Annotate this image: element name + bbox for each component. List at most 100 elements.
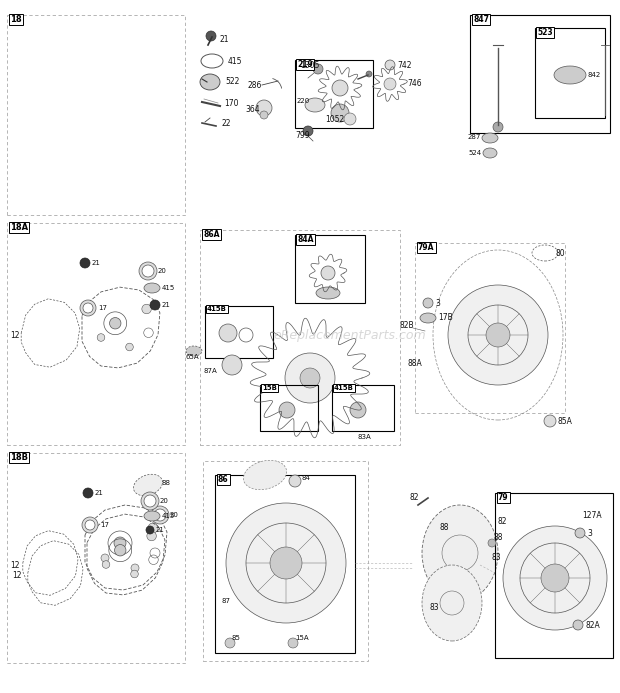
Ellipse shape	[422, 565, 482, 641]
Ellipse shape	[244, 460, 286, 490]
Circle shape	[279, 402, 295, 418]
Ellipse shape	[420, 313, 436, 323]
Ellipse shape	[305, 98, 325, 112]
Text: 21: 21	[156, 527, 165, 533]
Circle shape	[83, 488, 93, 498]
Text: 84A: 84A	[297, 235, 314, 244]
Circle shape	[260, 111, 268, 119]
Bar	[215, 475, 355, 653]
Circle shape	[366, 71, 372, 77]
Circle shape	[144, 495, 156, 507]
Bar	[200, 230, 400, 445]
Text: 287: 287	[468, 134, 481, 140]
Circle shape	[573, 620, 583, 630]
Text: 21: 21	[162, 302, 171, 308]
Bar	[495, 493, 613, 658]
Text: 1052: 1052	[325, 114, 344, 123]
Bar	[535, 28, 605, 118]
Circle shape	[142, 304, 151, 314]
Circle shape	[142, 265, 154, 277]
Circle shape	[331, 104, 349, 122]
Text: 83: 83	[430, 604, 440, 613]
Circle shape	[151, 506, 169, 524]
Circle shape	[97, 334, 105, 341]
Text: 21: 21	[92, 260, 101, 266]
Circle shape	[110, 317, 121, 329]
Text: 85: 85	[232, 635, 241, 641]
Text: 88A: 88A	[408, 358, 423, 367]
Circle shape	[256, 100, 272, 116]
Circle shape	[141, 492, 159, 510]
Bar	[205, 306, 273, 358]
Text: 82A: 82A	[585, 620, 600, 629]
Circle shape	[423, 298, 433, 308]
Circle shape	[150, 300, 160, 310]
Ellipse shape	[144, 511, 160, 521]
Ellipse shape	[144, 283, 160, 293]
Text: 83: 83	[492, 554, 502, 563]
Bar	[7, 223, 185, 445]
Circle shape	[131, 570, 138, 578]
Text: 83A: 83A	[358, 434, 372, 440]
Ellipse shape	[554, 66, 586, 84]
Text: 17B: 17B	[438, 313, 453, 322]
Text: 15B: 15B	[262, 385, 277, 391]
Text: 12: 12	[10, 561, 19, 570]
Text: 842: 842	[587, 72, 600, 78]
Text: 746: 746	[407, 80, 422, 89]
Text: 523: 523	[537, 28, 552, 37]
Text: 82B: 82B	[400, 320, 415, 329]
Text: 364: 364	[245, 105, 260, 114]
Bar	[260, 385, 318, 431]
Text: eReplacementParts.com: eReplacementParts.com	[273, 328, 427, 342]
Text: 82: 82	[498, 516, 508, 525]
Circle shape	[486, 323, 510, 347]
Text: 847: 847	[473, 15, 489, 24]
Bar	[7, 15, 185, 215]
Text: 17: 17	[100, 522, 109, 528]
Circle shape	[80, 300, 96, 316]
Text: 127A: 127A	[582, 511, 601, 520]
Bar	[470, 15, 610, 133]
Bar	[7, 453, 185, 663]
Text: 85A: 85A	[558, 416, 573, 426]
Text: 286: 286	[248, 80, 262, 89]
Circle shape	[131, 564, 139, 572]
Circle shape	[146, 526, 154, 534]
Circle shape	[206, 31, 216, 41]
Circle shape	[226, 503, 346, 623]
Circle shape	[80, 258, 90, 268]
Ellipse shape	[483, 148, 497, 158]
Text: 522: 522	[225, 78, 239, 87]
Circle shape	[300, 368, 320, 388]
Bar	[295, 235, 365, 303]
Text: 65A: 65A	[185, 354, 198, 360]
Circle shape	[332, 80, 348, 96]
Circle shape	[222, 355, 242, 375]
Circle shape	[442, 535, 478, 571]
Text: 20: 20	[170, 512, 179, 518]
Text: 79: 79	[498, 493, 508, 502]
Text: 12: 12	[12, 570, 22, 579]
Circle shape	[289, 475, 301, 487]
Text: 524: 524	[468, 150, 481, 156]
Text: 21: 21	[220, 35, 229, 44]
Circle shape	[488, 539, 496, 547]
Circle shape	[321, 266, 335, 280]
Text: 88: 88	[494, 534, 503, 543]
Text: 87: 87	[222, 598, 231, 604]
Circle shape	[219, 324, 237, 342]
Ellipse shape	[482, 133, 498, 143]
Text: 219: 219	[297, 60, 312, 69]
Circle shape	[288, 638, 298, 648]
Circle shape	[344, 113, 356, 125]
Ellipse shape	[186, 346, 202, 356]
Text: 84: 84	[302, 475, 311, 481]
Circle shape	[225, 638, 235, 648]
Text: 18: 18	[10, 15, 22, 24]
Circle shape	[114, 537, 126, 549]
Text: 415: 415	[162, 513, 175, 519]
Text: 415: 415	[162, 285, 175, 291]
Text: 22: 22	[222, 119, 231, 128]
Text: 799: 799	[295, 130, 309, 139]
